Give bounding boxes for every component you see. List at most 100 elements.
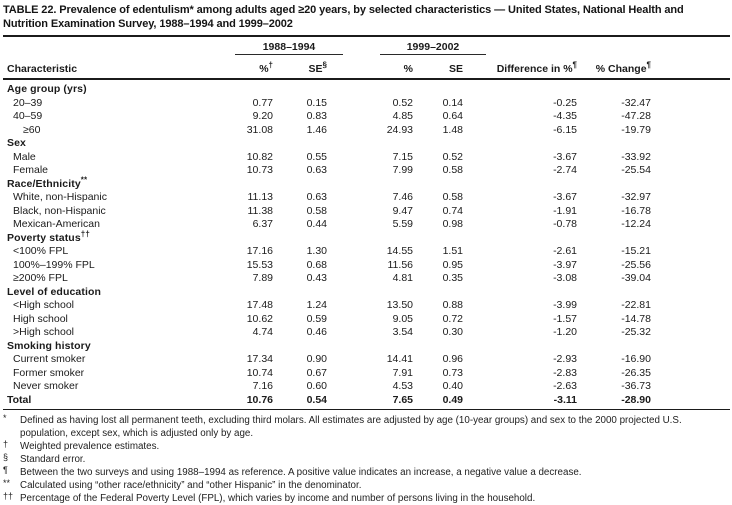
footnote-marker: † xyxy=(268,60,273,70)
row-label: Total xyxy=(3,393,231,410)
group-header-label: 1988–1994 xyxy=(235,41,343,55)
cell-value: 0.14 xyxy=(442,96,463,109)
row-label: Current smoker xyxy=(13,353,86,365)
cell-value: -0.78 xyxy=(553,218,577,230)
cell-value: 31.08 xyxy=(246,123,273,136)
cell-value: 0.55 xyxy=(306,150,327,163)
table-row: 40–59 9.20 0.83 4.85 0.64 -4.35 -47.28 xyxy=(3,110,730,124)
cell-value: -36.73 xyxy=(621,380,651,392)
table-row: White, non-Hispanic 11.13 0.63 7.46 0.58 -3.6… xyxy=(3,191,730,205)
row-label: 40–59 xyxy=(13,110,43,122)
group-header-spacer xyxy=(3,37,231,55)
cell-value: 10.76 xyxy=(231,393,279,410)
cell-value: -16.78 xyxy=(621,204,651,217)
row-label: Female xyxy=(13,164,49,176)
row-spacer xyxy=(231,232,730,246)
cell-value: -16.90 xyxy=(621,353,651,365)
table-row: ≥200% FPL 7.89 0.43 4.81 0.35 -3.08 -39.04 xyxy=(3,272,730,286)
cell-value: 9.20 xyxy=(252,110,273,122)
table-row: Mexican-American 6.37 0.44 5.59 0.98 -0.78 -12… xyxy=(3,218,730,232)
section-row: Level of education xyxy=(3,286,730,300)
cell-value: 0.72 xyxy=(442,312,463,325)
footnotes: * Defined as having lost all permanent te… xyxy=(3,413,729,505)
cell-value: 1.30 xyxy=(306,245,327,257)
cell-value: 0.88 xyxy=(442,299,463,311)
cell-value: 0.54 xyxy=(279,393,333,410)
row-spacer xyxy=(657,259,730,273)
row-spacer xyxy=(657,124,730,138)
row-spacer xyxy=(231,137,730,151)
row-spacer xyxy=(657,191,730,205)
group-header-label: 1999–2002 xyxy=(380,41,486,55)
cell-value: -19.79 xyxy=(621,123,651,136)
cell-value: 24.93 xyxy=(386,123,413,136)
cell-value: 0.68 xyxy=(306,258,327,271)
cell-value: 11.56 xyxy=(387,258,414,271)
footnote: † Weighted prevalence estimates. xyxy=(3,439,729,453)
cell-value: 0.90 xyxy=(306,353,327,365)
row-label: Smoking history xyxy=(7,339,91,352)
cell-value: -4.35 xyxy=(553,110,577,122)
table-row: 100%–199% FPL 15.53 0.68 11.56 0.95 -3.97 -25.… xyxy=(3,259,730,273)
cell-value: -12.24 xyxy=(621,218,651,230)
group-header-1999-2002: 1999–2002 xyxy=(333,37,486,55)
col-header-pct-1999: % xyxy=(333,55,419,80)
cell-value: -32.97 xyxy=(621,191,651,203)
footnote-marker: ¶ xyxy=(572,60,577,70)
row-spacer xyxy=(657,97,730,111)
footnote: †† Percentage of the Federal Poverty Leve… xyxy=(3,491,729,505)
cell-value: 0.96 xyxy=(442,353,463,365)
row-label: <High school xyxy=(13,299,74,311)
col-header-se-1988: SE§ xyxy=(279,55,333,80)
cell-value: -25.56 xyxy=(621,258,651,271)
cell-value: 11.38 xyxy=(247,204,274,217)
cell-value: 13.50 xyxy=(386,299,413,311)
row-spacer xyxy=(657,272,730,286)
cell-value: 0.64 xyxy=(442,110,463,122)
footnote-marker: †† xyxy=(3,491,14,501)
row-label: Never smoker xyxy=(13,380,79,392)
cell-value: -39.04 xyxy=(621,272,651,284)
row-label: Level of education xyxy=(7,285,101,298)
cell-value: 4.74 xyxy=(252,326,273,338)
cell-value: 0.74 xyxy=(442,204,463,217)
section-row: Race/Ethnicity** xyxy=(3,176,730,192)
col-header-label: % xyxy=(259,63,269,75)
cell-value: -3.97 xyxy=(553,258,577,271)
table-title: TABLE 22. Prevalence of edentulism* amon… xyxy=(3,4,684,30)
row-spacer xyxy=(657,151,730,165)
row-spacer xyxy=(657,205,730,219)
cell-value: 0.73 xyxy=(442,366,463,379)
footnote: * Defined as having lost all permanent te… xyxy=(3,413,729,440)
footnote-text: Between the two surveys and using 1988–1… xyxy=(20,467,582,478)
row-spacer xyxy=(657,326,730,340)
cell-value: 0.52 xyxy=(392,96,413,109)
cell-value: -1.57 xyxy=(553,312,577,325)
cell-value: 9.47 xyxy=(392,204,413,217)
cell-value: -2.61 xyxy=(553,245,577,257)
col-header-pct-change: % Change¶ xyxy=(583,55,657,80)
row-spacer xyxy=(657,380,730,394)
col-header-label: SE xyxy=(448,63,463,75)
row-spacer xyxy=(231,79,730,97)
cell-value: -3.11 xyxy=(469,393,583,410)
row-label: ≥60 xyxy=(23,123,41,136)
footnote-text: Defined as having lost all permanent tee… xyxy=(20,415,682,439)
cell-value: 1.48 xyxy=(442,123,463,136)
cell-value: 0.15 xyxy=(306,96,327,109)
cell-value: 10.82 xyxy=(246,150,273,163)
section-row: Age group (yrs) xyxy=(3,79,730,97)
cell-value: 11.13 xyxy=(247,191,274,203)
row-label: Male xyxy=(13,150,36,163)
footnote: ¶ Between the two surveys and using 1988–… xyxy=(3,465,729,479)
cell-value: -1.91 xyxy=(553,204,577,217)
table-row: >High school 4.74 0.46 3.54 0.30 -1.20 -25.32 xyxy=(3,326,730,340)
footnote-marker: †† xyxy=(80,229,90,238)
cell-value: -22.81 xyxy=(621,299,651,311)
cell-value: 7.15 xyxy=(392,150,413,163)
cell-value: 0.40 xyxy=(442,380,463,392)
row-spacer xyxy=(231,178,730,192)
cell-value: -33.92 xyxy=(621,150,651,163)
cell-value: -1.20 xyxy=(553,326,577,338)
cell-value: -32.47 xyxy=(621,96,651,109)
